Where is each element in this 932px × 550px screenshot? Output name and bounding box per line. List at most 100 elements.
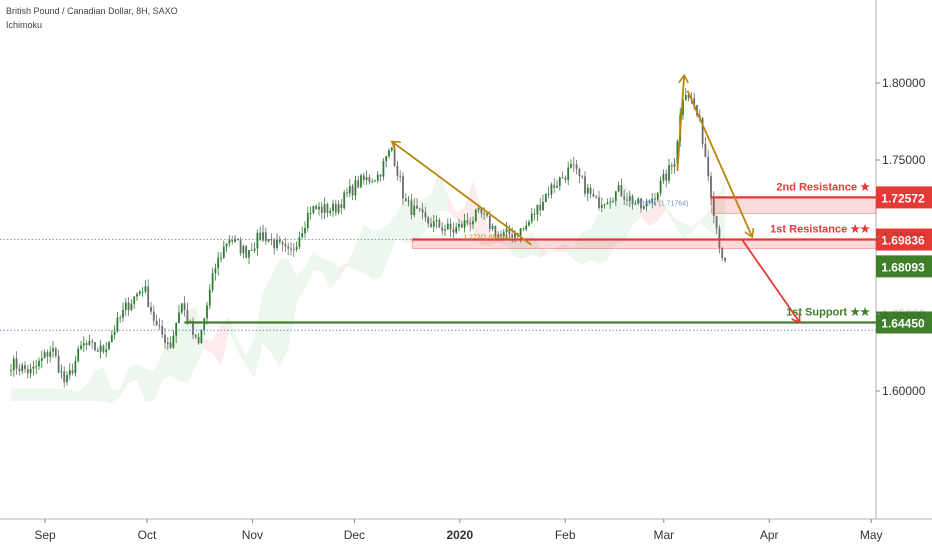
candle-body (721, 247, 724, 258)
candle-body (575, 164, 578, 169)
cloud-segment (19, 388, 28, 402)
candle-body (724, 257, 726, 261)
candle-body (444, 229, 446, 231)
cloud-segment (153, 353, 163, 402)
candle-body (306, 213, 309, 228)
cloud-segment (78, 384, 87, 402)
candle-body (360, 175, 362, 188)
current-price-label: 1.68093 (881, 260, 925, 274)
candle-body (603, 204, 606, 206)
candle-body (385, 156, 388, 162)
candle-body (430, 223, 432, 227)
candle-body (413, 205, 416, 215)
cloud-segment (338, 263, 347, 280)
candle-body (38, 360, 40, 367)
candle-body (388, 150, 390, 157)
candle-body (502, 232, 505, 237)
candle-body (80, 345, 82, 349)
x-tick-label: Apr (760, 528, 779, 542)
candle-body (668, 165, 670, 181)
candle-body (718, 228, 721, 248)
cloud-segment (506, 238, 515, 258)
candle-body (567, 167, 570, 180)
candle-body (194, 334, 197, 337)
candle-body (21, 365, 24, 372)
cloud-segment (565, 244, 574, 260)
ichimoku-cloud (11, 168, 725, 405)
candle-body (561, 177, 564, 179)
candle-body (519, 228, 522, 237)
candle-body (334, 203, 337, 213)
candle-body (474, 209, 477, 221)
candle-body (144, 286, 147, 292)
candle-body (343, 192, 346, 209)
x-tick-label: Oct (138, 528, 157, 542)
candle-body (152, 311, 155, 321)
candle-body (116, 317, 119, 332)
candle-body (581, 176, 584, 178)
candle-body (172, 335, 175, 348)
candle-body (214, 268, 217, 274)
cloud-segment (582, 228, 591, 266)
candle-body (29, 368, 32, 374)
trend-arrow (676, 75, 684, 171)
candle-body (15, 358, 18, 369)
candle-body (309, 213, 312, 215)
candle-body (228, 240, 231, 244)
candle-body (556, 185, 558, 188)
candle-body (539, 204, 542, 211)
cloud-segment (699, 211, 709, 231)
candle-body (236, 238, 239, 241)
candle-body (399, 175, 402, 177)
cloud-segment (195, 304, 205, 366)
y-tick-label: 1.65000 (882, 307, 926, 321)
cloud-segment (347, 246, 356, 271)
cloud-segment (254, 291, 263, 379)
level-name: 2nd Resistance ★ (776, 181, 870, 193)
cloud-segment (279, 258, 289, 368)
candle-body (267, 239, 270, 242)
cloud-segment (389, 211, 398, 259)
cloud-segment (246, 336, 255, 379)
cloud-segment (212, 324, 221, 367)
cloud-segment (27, 388, 37, 402)
cloud-segment (145, 368, 154, 403)
cloud-segment (162, 335, 171, 380)
cloud-segment (599, 204, 608, 264)
candle-body (558, 177, 561, 186)
candle-body (617, 185, 620, 192)
candle-body (85, 343, 88, 345)
cloud-segment (607, 198, 616, 261)
candle-body (52, 348, 54, 352)
candle-body (606, 202, 609, 205)
candle-body (452, 229, 455, 233)
candle-body (60, 371, 63, 373)
candle-body (626, 199, 628, 201)
candle-body (203, 318, 206, 331)
candle-body (155, 320, 158, 326)
candle-body (66, 375, 68, 383)
candle-body (477, 208, 480, 210)
candle-body (396, 165, 399, 176)
candle-body (424, 212, 427, 218)
cloud-segment (36, 388, 45, 402)
candle-body (707, 157, 710, 177)
candle-body (407, 200, 410, 202)
candle-body (71, 370, 74, 374)
candle-body (234, 238, 236, 242)
level-name: 1st Support ★★ (786, 306, 870, 318)
indicator-label: Ichimoku (6, 20, 43, 30)
candle-body (122, 309, 124, 318)
candle-body (715, 215, 718, 229)
candle-body (32, 366, 35, 369)
candle-body (508, 228, 511, 235)
candle-body (192, 321, 194, 335)
candle-body (421, 209, 424, 213)
chart-title: British Pound / Canadian Dollar, 8H, SAX… (6, 6, 178, 16)
candle-body (600, 205, 603, 208)
cloud-segment (439, 168, 448, 211)
cloud-segment (422, 195, 431, 236)
candle-body (623, 196, 626, 200)
candle-body (264, 232, 267, 242)
